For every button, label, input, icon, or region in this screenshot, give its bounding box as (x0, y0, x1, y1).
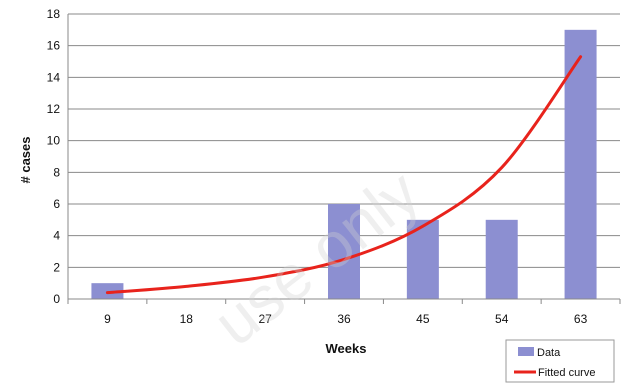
y-tick-label: 4 (53, 229, 60, 243)
y-tick-label: 0 (53, 292, 60, 306)
x-tick-labels: 9 18 27 36 45 54 63 (104, 312, 587, 326)
y-tick-label: 8 (53, 165, 60, 179)
y-tick-label: 18 (47, 7, 61, 21)
data-bar (564, 29, 597, 299)
data-bar (328, 204, 360, 299)
legend-swatch-data (518, 347, 534, 356)
x-tick-label: 27 (258, 312, 272, 326)
x-tick-label: 9 (104, 312, 111, 326)
fitted-curve-line (105, 55, 583, 295)
x-tick-label: 54 (495, 312, 509, 326)
legend-label-data: Data (537, 347, 561, 359)
y-tick-labels: 0 2 4 6 8 10 12 14 16 18 (47, 7, 61, 306)
y-axis-title: # cases (18, 137, 33, 184)
x-tick-label: 36 (337, 312, 351, 326)
x-tick-label: 63 (574, 312, 588, 326)
legend-label-fitted-curve: Fitted curve (538, 367, 595, 379)
y-tick-label: 6 (53, 197, 60, 211)
x-tick-label: 18 (180, 312, 194, 326)
x-axis-title: Weeks (326, 341, 367, 356)
fitted-curve-series (105, 55, 583, 295)
y-tick-label: 16 (47, 39, 61, 53)
legend: Data Fitted curve (505, 339, 615, 383)
gridlines (68, 13, 620, 268)
data-bar (485, 219, 518, 299)
data-bar (91, 283, 124, 299)
y-tick-label: 14 (47, 70, 61, 84)
y-tick-label: 12 (47, 102, 61, 116)
watermark: use only (200, 156, 432, 359)
x-tick-label: 45 (416, 312, 430, 326)
y-tick-label: 2 (53, 260, 60, 274)
axes (67, 14, 621, 304)
y-tick-label: 10 (47, 134, 61, 148)
